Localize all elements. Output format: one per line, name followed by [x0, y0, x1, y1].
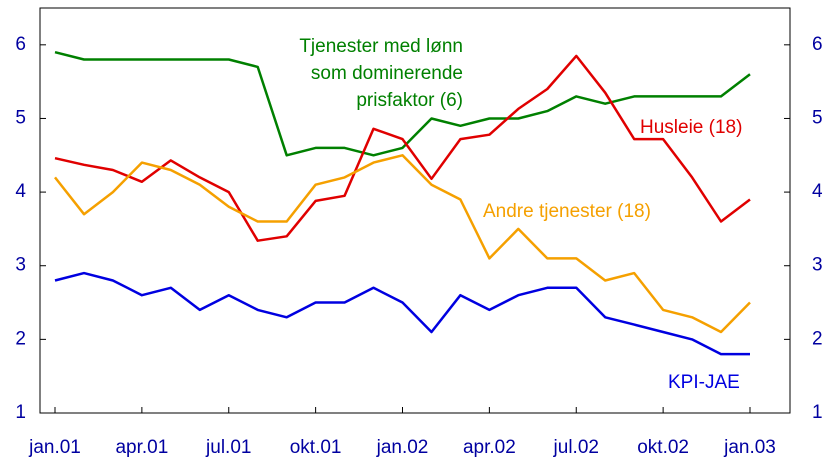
y2-tick-label: 1: [812, 402, 823, 423]
x-tick-label: jul.02: [553, 437, 599, 458]
series-label: Andre tjenester (18): [483, 201, 651, 222]
y-tick-label: 6: [15, 34, 26, 55]
x-tick-label: okt.02: [637, 437, 689, 458]
series-label: Tjenester med lønn som dominerende prisf…: [299, 36, 463, 111]
y2-tick-label: 6: [812, 34, 823, 55]
series-line: [54, 50, 751, 157]
x-tick-label: jan.01: [28, 437, 81, 458]
y2-tick-label: 2: [812, 328, 823, 349]
plot-frame: [39, 7, 791, 414]
y2-tick-label: 4: [812, 181, 823, 202]
x-tick-label: okt.01: [290, 437, 342, 458]
x-tick-label: jul.01: [205, 437, 251, 458]
x-tick-label: jan.03: [723, 437, 776, 458]
y-tick-label: 4: [15, 181, 26, 202]
series-label: KPI-JAE: [668, 372, 740, 393]
series-line: [54, 271, 750, 356]
x-tick-label: jan.02: [376, 437, 429, 458]
x-tick-label: apr.01: [115, 437, 168, 458]
y2-tick-label: 5: [812, 107, 823, 128]
y2-tick-label: 3: [812, 255, 823, 276]
y-tick-label: 5: [15, 107, 26, 128]
y-tick-label: 3: [15, 255, 26, 276]
series-label: Husleie (18): [640, 117, 743, 138]
series-line: [54, 54, 751, 242]
series-line: [54, 154, 751, 334]
y-tick-label: 2: [15, 328, 26, 349]
x-tick-label: apr.02: [463, 437, 516, 458]
y-tick-label: 1: [15, 402, 26, 423]
